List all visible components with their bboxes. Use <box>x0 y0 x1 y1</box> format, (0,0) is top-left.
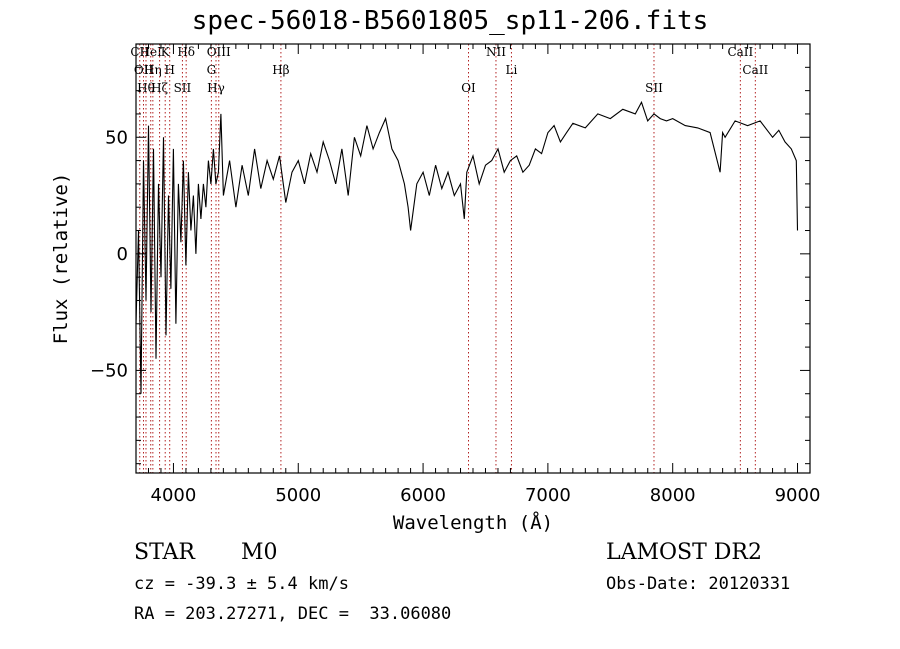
line-marker-label: Li <box>506 63 518 77</box>
y-tick-label: 50 <box>105 127 128 148</box>
plot-frame <box>135 43 811 474</box>
x-axis-label: Wavelength (Å) <box>393 511 553 534</box>
line-marker-label: CaII <box>727 45 753 59</box>
line-marker-label: Hδ <box>177 45 195 59</box>
y-axis-label: Flux (relative) <box>50 173 72 345</box>
line-marker-label: Hβ <box>272 63 289 77</box>
line-marker-label: G <box>207 63 217 77</box>
line-marker-label: OIII <box>207 45 231 59</box>
x-tick-label: 8000 <box>650 485 696 506</box>
line-marker-label: Hη <box>144 63 162 77</box>
spectrum-line <box>135 100 799 394</box>
ra-dec: RA = 203.27271, DEC = 33.06080 <box>134 604 452 624</box>
line-marker-label: SII <box>645 81 663 95</box>
chart-title: spec-56018-B5601805_sp11-206.fits <box>191 6 709 36</box>
line-marker-label: Hγ <box>207 81 225 95</box>
x-tick-label: 5000 <box>275 485 321 506</box>
y-tick-label: −50 <box>90 360 128 381</box>
line-marker-label: HeI <box>140 45 163 59</box>
y-tick-label: 0 <box>117 244 128 265</box>
line-marker-label: OII <box>134 63 154 77</box>
line-marker-label: K <box>161 45 171 59</box>
x-tick-label: 4000 <box>151 485 197 506</box>
cz-value: cz = -39.3 ± 5.4 km/s <box>134 574 349 594</box>
line-marker-label: OI <box>461 81 476 95</box>
class-label: STAR <box>134 540 195 565</box>
survey-label: LAMOST DR2 <box>606 540 762 565</box>
line-marker-label: NII <box>486 45 506 59</box>
line-marker-label: H <box>164 63 174 77</box>
x-tick-label: 7000 <box>525 485 571 506</box>
line-marker-label: CII <box>130 45 149 59</box>
line-marker-label: CaII <box>742 63 768 77</box>
line-marker-label: SII <box>174 81 192 95</box>
x-tick-label: 6000 <box>400 485 446 506</box>
x-tick-label: 9000 <box>775 485 821 506</box>
axis-ticks: 4000 5000 6000 7000 8000 9000 −50 0 50 <box>90 43 821 506</box>
line-markers: CIIOIIHθHeIHηHζKHSIIHδGHγOIIIHβOINIILiSI… <box>130 44 768 473</box>
line-marker-label: Hζ <box>151 81 168 95</box>
obs-date: Obs-Date: 20120331 <box>606 574 791 594</box>
subclass-label: M0 <box>241 540 278 565</box>
